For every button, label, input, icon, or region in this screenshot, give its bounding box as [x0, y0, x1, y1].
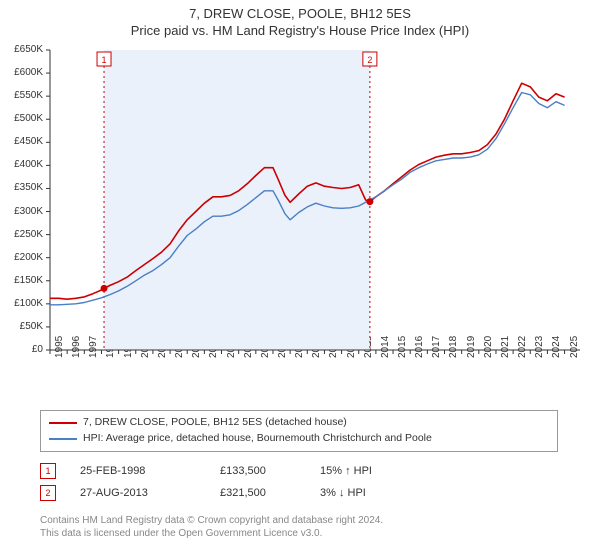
title-line-2: Price paid vs. HM Land Registry's House … — [0, 23, 600, 40]
chart-svg: 12 — [0, 46, 600, 406]
footer-note: Contains HM Land Registry data © Crown c… — [40, 514, 383, 540]
sale-2-price: £321,500 — [220, 487, 320, 499]
legend-item-hpi: HPI: Average price, detached house, Bour… — [49, 431, 549, 447]
title-block: 7, DREW CLOSE, POOLE, BH12 5ES Price pai… — [0, 0, 600, 40]
legend-swatch-subject — [49, 422, 77, 424]
footer-line-1: Contains HM Land Registry data © Crown c… — [40, 514, 383, 527]
sale-marker-2: 2 — [40, 485, 56, 501]
svg-text:2: 2 — [367, 55, 372, 65]
sale-1-price: £133,500 — [220, 465, 320, 477]
sale-row-1: 1 25-FEB-1998 £133,500 15% ↑ HPI — [40, 460, 440, 482]
sale-point — [366, 198, 373, 205]
legend-box: 7, DREW CLOSE, POOLE, BH12 5ES (detached… — [40, 410, 558, 452]
legend-swatch-hpi — [49, 438, 77, 440]
sale-marker-1-num: 1 — [45, 466, 50, 476]
sales-table: 1 25-FEB-1998 £133,500 15% ↑ HPI 2 27-AU… — [40, 460, 440, 504]
sale-1-date: 25-FEB-1998 — [80, 465, 220, 477]
sale-2-date: 27-AUG-2013 — [80, 487, 220, 499]
sale-point — [101, 285, 108, 292]
legend-label-hpi: HPI: Average price, detached house, Bour… — [83, 431, 432, 447]
chart-container: 7, DREW CLOSE, POOLE, BH12 5ES Price pai… — [0, 0, 600, 560]
svg-text:1: 1 — [102, 55, 107, 65]
sale-row-2: 2 27-AUG-2013 £321,500 3% ↓ HPI — [40, 482, 440, 504]
legend-label-subject: 7, DREW CLOSE, POOLE, BH12 5ES (detached… — [83, 415, 347, 431]
legend-item-subject: 7, DREW CLOSE, POOLE, BH12 5ES (detached… — [49, 415, 549, 431]
sale-2-hpi: 3% ↓ HPI — [320, 487, 440, 499]
sale-1-hpi: 15% ↑ HPI — [320, 465, 440, 477]
sale-marker-1: 1 — [40, 463, 56, 479]
sale-marker-2-num: 2 — [45, 488, 50, 498]
title-line-1: 7, DREW CLOSE, POOLE, BH12 5ES — [0, 6, 600, 23]
chart-area: £0£50K£100K£150K£200K£250K£300K£350K£400… — [0, 46, 600, 406]
footer-line-2: This data is licensed under the Open Gov… — [40, 527, 383, 540]
